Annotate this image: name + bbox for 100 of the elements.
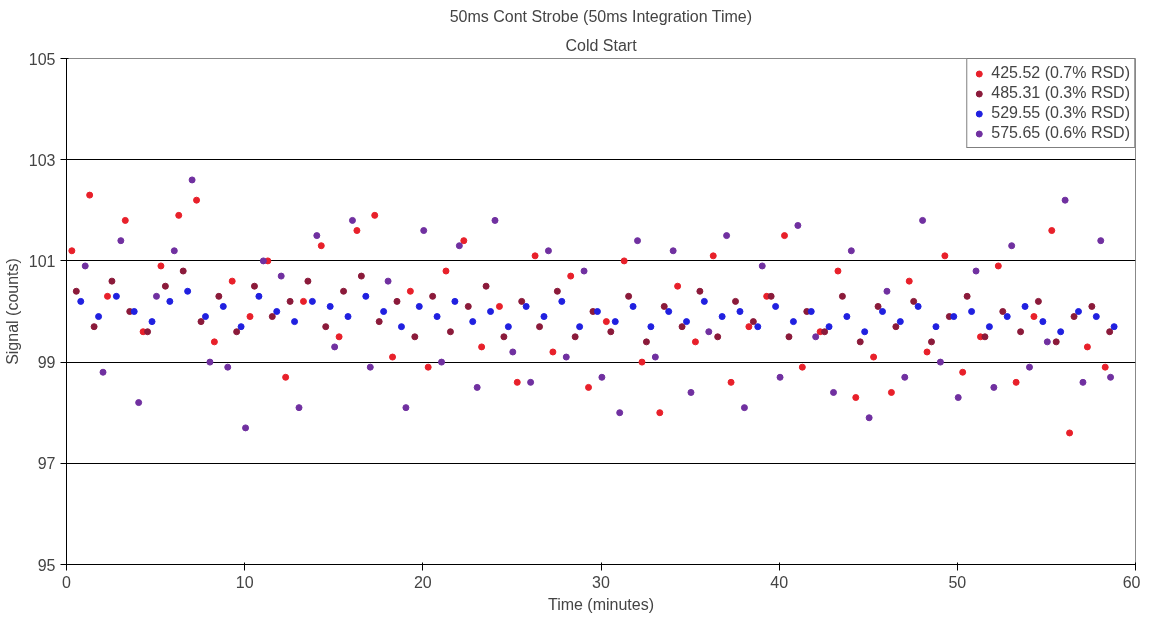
x-tick-label: 20 [413, 573, 432, 591]
point [429, 292, 437, 300]
point [228, 277, 236, 285]
point [491, 216, 499, 224]
point [923, 348, 931, 356]
point [112, 292, 120, 300]
point [273, 308, 281, 315]
point [919, 216, 927, 224]
point [772, 302, 780, 310]
legend-label: 575.65 (0.6% RSD) [991, 123, 1130, 143]
point [1083, 343, 1091, 351]
x-tick-label: 50 [948, 573, 967, 591]
point [616, 409, 624, 417]
point [1003, 313, 1011, 321]
point [843, 313, 851, 321]
point [380, 308, 388, 315]
point [634, 237, 642, 245]
point [152, 292, 160, 300]
point [348, 216, 356, 224]
point [838, 292, 846, 300]
y-tick-label: 99 [37, 354, 56, 372]
point [700, 297, 708, 305]
point [723, 232, 731, 240]
point [95, 313, 103, 321]
point [259, 257, 267, 265]
point [883, 287, 891, 295]
point [754, 323, 762, 331]
point [985, 323, 993, 331]
point [1110, 323, 1118, 331]
point [812, 333, 820, 341]
point [362, 292, 370, 300]
point [81, 262, 89, 270]
point [856, 338, 864, 346]
point [740, 404, 748, 412]
point [68, 247, 76, 255]
point [117, 237, 125, 245]
point [1070, 313, 1078, 321]
point [469, 318, 477, 326]
y-tick-label: 95 [37, 556, 56, 574]
point [375, 318, 383, 326]
point [558, 297, 566, 305]
point [201, 313, 209, 321]
point [718, 313, 726, 321]
point [335, 333, 343, 341]
point [237, 323, 245, 331]
point [1043, 338, 1051, 346]
point [879, 308, 886, 315]
point [513, 378, 521, 386]
point [148, 318, 156, 326]
point [366, 363, 374, 371]
point [936, 358, 944, 366]
point [861, 328, 869, 336]
x-tick-label: 60 [1122, 573, 1141, 591]
point [500, 333, 508, 341]
point [389, 353, 397, 361]
point [674, 282, 682, 290]
point [607, 328, 615, 336]
point [567, 272, 575, 280]
point [834, 267, 842, 275]
point [103, 292, 111, 300]
point [371, 211, 379, 219]
y-tick-label: 97 [37, 455, 56, 473]
point [460, 237, 468, 245]
y-tick-label: 103 [28, 151, 56, 169]
legend-label: 485.31 (0.3% RSD) [991, 83, 1130, 103]
point [830, 388, 838, 396]
point [749, 318, 757, 326]
point [536, 323, 544, 331]
point [193, 196, 201, 204]
point [144, 328, 152, 336]
point [438, 358, 446, 366]
point [678, 323, 686, 331]
point [291, 318, 299, 326]
point [598, 373, 606, 381]
x-tick-label: 40 [770, 573, 789, 591]
point [482, 282, 490, 290]
point [691, 338, 699, 346]
point [990, 383, 998, 391]
point [736, 308, 744, 315]
point [233, 328, 241, 336]
point [397, 323, 405, 331]
point [1057, 328, 1065, 336]
point [77, 297, 85, 305]
point [852, 394, 860, 402]
point [576, 323, 584, 331]
point [865, 414, 873, 422]
point [821, 328, 829, 336]
point [1097, 237, 1105, 245]
point [99, 368, 107, 376]
point [108, 277, 116, 285]
point [344, 313, 352, 321]
point [166, 297, 174, 305]
point [981, 333, 989, 341]
x-tick-label: 0 [62, 573, 72, 591]
point [887, 388, 895, 396]
x-tick-label: 10 [235, 573, 254, 591]
point [242, 424, 250, 432]
point [509, 348, 517, 356]
point [1052, 338, 1060, 346]
point [602, 318, 610, 326]
